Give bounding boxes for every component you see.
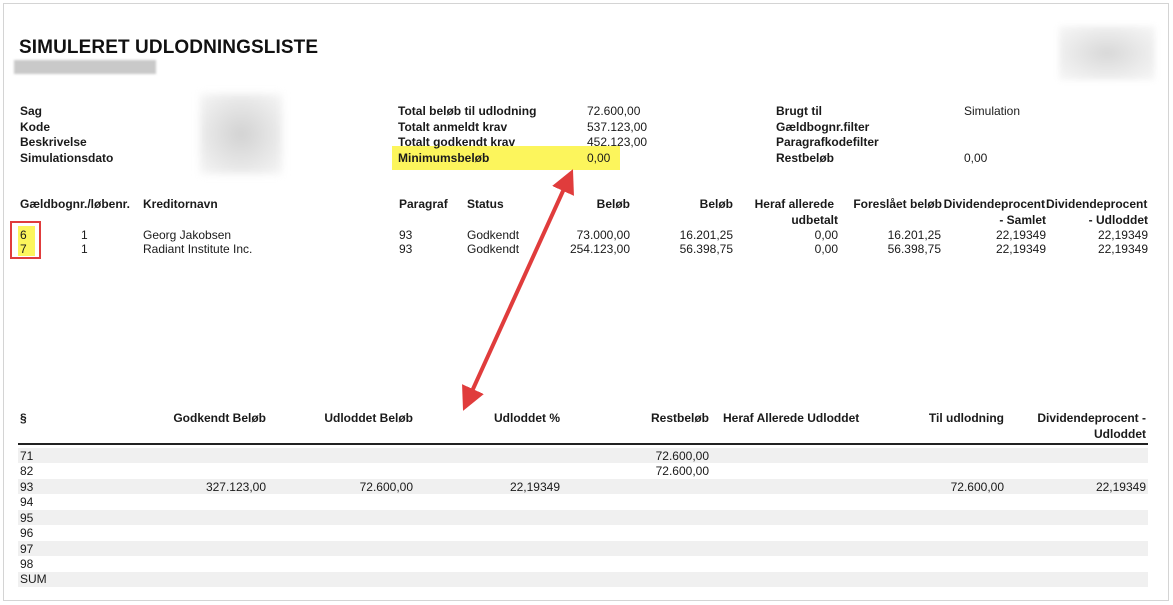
cell-foreslaet: 56.398,75 [887,242,941,256]
sum-col-div-2: Udloddet [1094,427,1146,441]
cell-belob-2: 16.201,25 [679,228,733,242]
label-gaeldbognr-filter: Gældbognr.filter [776,120,870,134]
sum-cell-p: 82 [20,464,34,478]
cell-paragraf: 93 [399,228,413,242]
col-belob-2: Beløb [699,197,733,211]
sum-cell-p: SUM [20,572,47,586]
col-foreslaet: Foreslået beløb [853,197,942,211]
sum-cell-p: 96 [20,526,34,540]
label-simulationsdato: Simulationsdato [20,151,114,165]
sum-cell-p: 93 [20,480,34,494]
sum-col-paragraph: § [20,411,27,425]
cell-belob-2: 56.398,75 [679,242,733,256]
label-totalt-godkendt: Totalt godkendt krav [398,135,516,149]
value-totalt-anmeldt: 537.123,00 [587,120,648,134]
sum-cell-p: 94 [20,495,34,509]
sum-col-til-udlodning: Til udlodning [928,411,1004,425]
cell-nr: 7 [20,242,27,256]
col-divudl-2: - Udloddet [1088,213,1148,227]
sum-col-heraf: Heraf Allerede Udloddet [723,411,860,425]
sum-cell-godkendt: 327.123,00 [205,480,266,494]
label-beskrivelse: Beskrivelse [20,135,87,149]
sum-cell-pct: 22,19349 [509,480,560,494]
sum-cell-rest: 72.600,00 [655,464,709,478]
redacted-subtitle [14,60,156,74]
col-divudl-1: Dividendeprocent [1046,197,1148,211]
sum-cell-p: 97 [20,542,34,556]
col-gaeldbognr: Gældbognr./løbenr. [20,197,131,211]
label-sag: Sag [20,104,43,118]
col-divsam-1: Dividendeprocent [943,197,1045,211]
col-paragraf: Paragraf [399,197,448,211]
value-minimumsbelob: 0,00 [587,151,611,165]
col-belob-1: Beløb [596,197,630,211]
label-paragrafkodefilter: Paragrafkodefilter [776,135,879,149]
row-shade [18,541,1148,556]
sum-cell-til: 72.600,00 [950,480,1004,494]
sum-cell-div: 22,19349 [1095,480,1146,494]
cell-divsam: 22,19349 [995,228,1046,242]
report-frame [3,3,1169,601]
label-total-udlodning: Total beløb til udlodning [398,104,537,118]
cell-lob: 1 [81,228,88,242]
value-brugt-til: Simulation [964,104,1021,118]
value-total-udlodning: 72.600,00 [587,104,641,118]
redacted-case-info [200,94,282,174]
sum-col-udloddet-pct: Udloddet % [494,411,560,425]
cell-divudl: 22,19349 [1097,242,1148,256]
sum-col-restbelob: Restbeløb [650,411,709,425]
col-kreditornavn: Kreditornavn [143,197,218,211]
report-title: SIMULERET UDLODNINGSLISTE [19,37,319,58]
sum-cell-rest: 72.600,00 [655,449,709,463]
cell-belob-1: 254.123,00 [569,242,630,256]
label-minimumsbelob: Minimumsbeløb [398,151,490,165]
cell-heraf: 0,00 [814,242,838,256]
col-divsam-2: - Samlet [999,213,1046,227]
col-heraf-1: Heraf allerede [754,197,834,211]
sum-cell-udloddet: 72.600,00 [359,480,413,494]
row-shade [18,572,1148,587]
sum-cell-p: 95 [20,511,34,525]
row-shade [18,510,1148,525]
col-heraf-2: udbetalt [791,213,838,227]
label-brugt-til: Brugt til [776,104,822,118]
value-totalt-godkendt: 452.123,00 [587,135,648,149]
cell-paragraf: 93 [399,242,413,256]
cell-lob: 1 [81,242,88,256]
label-totalt-anmeldt: Totalt anmeldt krav [398,120,508,134]
value-restbelob: 0,00 [964,151,988,165]
label-restbelob: Restbeløb [776,151,835,165]
sum-cell-p: 71 [20,449,34,463]
sum-col-godkendt: Godkendt Beløb [173,411,266,425]
sum-col-div-1: Dividendeprocent - [1037,411,1146,425]
cell-nr: 6 [20,228,27,242]
sum-col-udloddet: Udloddet Beløb [324,411,413,425]
minimumsbelob-highlight [392,146,620,170]
cell-divsam: 22,19349 [995,242,1046,256]
cell-foreslaet: 16.201,25 [887,228,941,242]
cell-kreditor: Georg Jakobsen [143,228,232,242]
company-logo-redacted [1059,26,1155,80]
row-nr-highlight [18,226,35,256]
summary-header-rule [18,443,1148,445]
cell-divudl: 22,19349 [1097,228,1148,242]
cell-heraf: 0,00 [814,228,838,242]
row-nr-annotation-box [10,221,41,259]
cell-kreditor: Radiant Institute Inc. [143,242,253,256]
row-shade [18,479,1148,494]
label-kode: Kode [20,120,50,134]
row-shade [18,448,1148,463]
cell-belob-1: 73.000,00 [576,228,630,242]
sum-cell-p: 98 [20,557,34,571]
